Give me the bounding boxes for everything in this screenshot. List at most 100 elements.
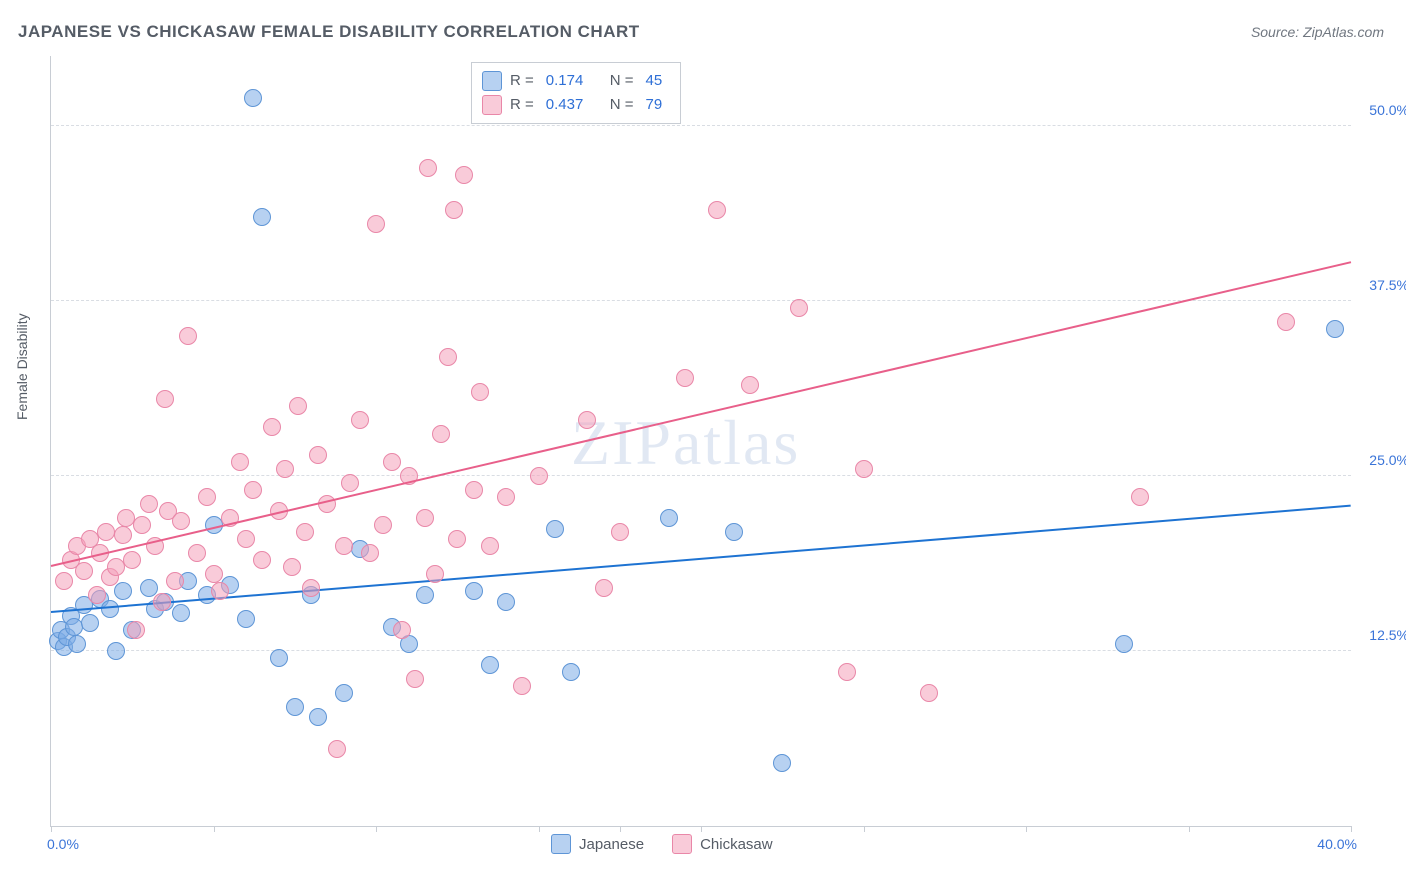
data-point (676, 369, 694, 387)
data-point (179, 327, 197, 345)
data-point (497, 593, 515, 611)
data-point (237, 610, 255, 628)
data-point (513, 677, 531, 695)
data-point (465, 582, 483, 600)
data-point (188, 544, 206, 562)
data-point (166, 572, 184, 590)
data-point (361, 544, 379, 562)
data-point (81, 614, 99, 632)
data-point (1326, 320, 1344, 338)
data-point (497, 488, 515, 506)
data-point (231, 453, 249, 471)
data-point (351, 411, 369, 429)
legend-r-value: 0.437 (546, 93, 598, 117)
data-point (471, 383, 489, 401)
y-tick-label: 37.5% (1359, 277, 1406, 293)
x-tick (620, 826, 621, 832)
legend-label: Chickasaw (700, 836, 773, 853)
legend-swatch (482, 95, 502, 115)
legend-n-label: N = (610, 69, 634, 93)
data-point (123, 551, 141, 569)
data-point (611, 523, 629, 541)
data-point (595, 579, 613, 597)
data-point (790, 299, 808, 317)
data-point (1277, 313, 1295, 331)
data-point (335, 684, 353, 702)
x-tick (1026, 826, 1027, 832)
data-point (660, 509, 678, 527)
legend-row: R =0.174N =45 (482, 69, 666, 93)
data-point (133, 516, 151, 534)
data-point (416, 509, 434, 527)
data-point (88, 586, 106, 604)
data-point (426, 565, 444, 583)
data-point (465, 481, 483, 499)
data-point (296, 523, 314, 541)
legend-n-value: 79 (646, 93, 663, 117)
data-point (107, 642, 125, 660)
series-legend: Japanese Chickasaw (551, 834, 773, 854)
x-tick (51, 826, 52, 832)
data-point (546, 520, 564, 538)
x-tick-label: 40.0% (1317, 836, 1357, 852)
data-point (562, 663, 580, 681)
data-point (419, 159, 437, 177)
data-point (172, 604, 190, 622)
data-point (448, 530, 466, 548)
data-point (309, 708, 327, 726)
data-point (439, 348, 457, 366)
gridline-horizontal (51, 125, 1351, 126)
gridline-horizontal (51, 300, 1351, 301)
data-point (445, 201, 463, 219)
data-point (289, 397, 307, 415)
data-point (237, 530, 255, 548)
data-point (406, 670, 424, 688)
data-point (75, 562, 93, 580)
data-point (68, 635, 86, 653)
legend-swatch (672, 834, 692, 854)
legend-n-value: 45 (646, 69, 663, 93)
legend-item: Chickasaw (672, 834, 773, 854)
data-point (773, 754, 791, 772)
legend-r-label: R = (510, 93, 534, 117)
data-point (455, 166, 473, 184)
legend-r-value: 0.174 (546, 69, 598, 93)
y-tick-label: 12.5% (1359, 627, 1406, 643)
scatter-plot-area: ZIPatlas R =0.174N =45R =0.437N =79 Japa… (50, 56, 1351, 827)
data-point (140, 495, 158, 513)
data-point (855, 460, 873, 478)
legend-swatch (551, 834, 571, 854)
data-point (309, 446, 327, 464)
data-point (253, 551, 271, 569)
data-point (341, 474, 359, 492)
data-point (838, 663, 856, 681)
data-point (283, 558, 301, 576)
data-point (244, 89, 262, 107)
legend-label: Japanese (579, 836, 644, 853)
x-tick (864, 826, 865, 832)
correlation-legend: R =0.174N =45R =0.437N =79 (471, 62, 681, 124)
data-point (114, 526, 132, 544)
legend-row: R =0.437N =79 (482, 93, 666, 117)
data-point (383, 453, 401, 471)
data-point (335, 537, 353, 555)
data-point (481, 537, 499, 555)
data-point (263, 418, 281, 436)
data-point (318, 495, 336, 513)
data-point (530, 467, 548, 485)
data-point (302, 579, 320, 597)
y-axis-label: Female Disability (14, 313, 30, 420)
data-point (172, 512, 190, 530)
x-tick-label: 0.0% (47, 836, 79, 852)
data-point (328, 740, 346, 758)
gridline-horizontal (51, 475, 1351, 476)
data-point (244, 481, 262, 499)
data-point (286, 698, 304, 716)
x-tick (539, 826, 540, 832)
data-point (741, 376, 759, 394)
y-tick-label: 50.0% (1359, 102, 1406, 118)
source-attribution: Source: ZipAtlas.com (1251, 24, 1384, 40)
data-point (481, 656, 499, 674)
legend-swatch (482, 71, 502, 91)
x-tick (214, 826, 215, 832)
